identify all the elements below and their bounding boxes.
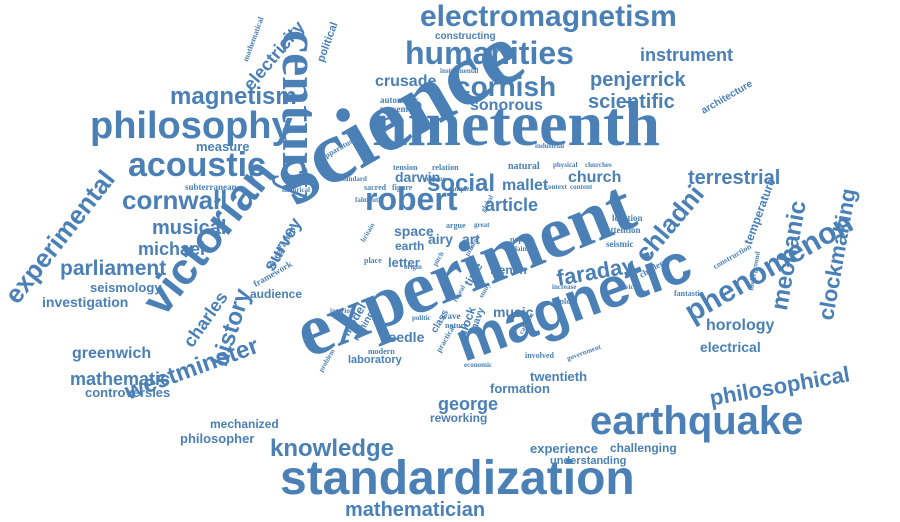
word-industrial: industrial — [535, 142, 565, 150]
word-pope: pope — [510, 235, 527, 244]
word-needle: needle — [380, 329, 425, 345]
word-constructing: constructing — [435, 31, 496, 42]
word-earthquake: earthquake — [590, 399, 804, 443]
word-scheme: scheme — [424, 175, 446, 183]
word-michael: michael — [138, 239, 206, 259]
word-musical: musical — [152, 217, 227, 239]
word-letter: letter — [388, 255, 420, 270]
word-context: context — [545, 183, 567, 191]
word-standard: standard — [340, 175, 367, 183]
word-involved: involved — [525, 351, 554, 360]
word-reworking: reworking — [430, 411, 488, 425]
word-wave: wave — [441, 311, 461, 321]
word-investigation: investigation — [42, 294, 129, 310]
word-place: place — [364, 256, 382, 265]
word-government: government — [565, 342, 603, 363]
word-article: article — [485, 195, 539, 215]
word-relation: relation — [432, 163, 459, 172]
word-robert: robert — [365, 181, 458, 217]
word-terrestrial: terrestrial — [688, 167, 781, 189]
word-economic: economic — [464, 361, 492, 369]
word-acoustic: acoustic — [128, 146, 266, 184]
word-church: church — [568, 169, 622, 186]
word-location: location — [612, 213, 643, 223]
word-movement: movement — [380, 104, 420, 114]
word-space: space — [394, 223, 434, 239]
word-magnetism: magnetism — [170, 83, 297, 110]
word-seismic: seismic — [606, 239, 634, 249]
word-subterranean: subterranean — [185, 182, 237, 192]
word-music: music — [493, 304, 534, 320]
word-art: art — [462, 231, 480, 247]
word-mathematician: mathematician — [345, 499, 486, 521]
word-churches: churches — [585, 161, 612, 169]
word-formation: formation — [490, 381, 550, 396]
word-horology: horology — [706, 317, 775, 334]
word-electrical: electrical — [700, 339, 761, 355]
word-philosopher: philosopher — [180, 431, 255, 446]
word-mechanized: mechanized — [210, 417, 279, 431]
word-airy: airy — [428, 231, 453, 247]
word-twentieth: twentieth — [530, 369, 588, 384]
word-challenging: challenging — [610, 441, 677, 455]
word-historical: historical — [282, 186, 310, 194]
word-content: content — [570, 183, 593, 191]
word-architecture: architecture — [699, 78, 755, 117]
word-natural: natural — [508, 161, 540, 172]
word-understanding: understanding — [550, 455, 627, 467]
word-clay: clay — [462, 243, 475, 251]
word-cornish: cornish — [455, 71, 557, 102]
word-knowledge: knowledge — [270, 435, 395, 462]
word-argue: argue — [446, 221, 466, 230]
word-george: george — [438, 394, 499, 414]
word-cornwall: cornwall — [122, 185, 228, 215]
word-politic: politic — [412, 314, 431, 322]
word-parliament: parliament — [60, 257, 167, 280]
word-controversies: controversies — [85, 385, 171, 400]
word-laboratory: laboratory — [348, 354, 402, 366]
word-social: social — [427, 170, 496, 197]
word-sacred: sacred — [364, 183, 387, 192]
word-french: french — [490, 263, 527, 277]
word-falmouth: falmouth — [355, 196, 383, 204]
word-physical: physical — [553, 161, 578, 169]
word-crusade: crusade — [375, 73, 437, 90]
word-britain: britain — [359, 221, 377, 244]
word-earth: earth — [395, 239, 425, 253]
word-sonorous: sonorous — [470, 97, 543, 114]
word-philosophy: philosophy — [90, 105, 293, 147]
word-darwin: darwin — [395, 169, 441, 185]
word-origin: origin — [404, 263, 422, 271]
word-mathematic: mathematic — [70, 369, 171, 389]
word-electromagnetism: electromagnetism — [420, 0, 677, 33]
word-device: device — [618, 283, 637, 291]
word-audience: audience — [250, 287, 303, 301]
word-complex: complex — [448, 185, 473, 193]
word-greenwich: greenwich — [72, 345, 152, 362]
word-tension: tension — [393, 163, 418, 172]
word-experience: experience — [530, 441, 598, 456]
word-humanities: humanities — [405, 35, 574, 71]
word-fantastic: fantastic — [674, 289, 704, 298]
word-increase: increase — [552, 283, 577, 291]
word-figure: figure — [392, 183, 413, 192]
word-explore: explore — [552, 297, 578, 306]
word-mallet: mallet — [502, 177, 549, 194]
word-modern: modern — [368, 347, 395, 356]
word-standardization: standardization — [280, 452, 635, 505]
word-instrument: instrument — [640, 45, 734, 65]
word-interior: interior — [330, 307, 353, 315]
word-penjerrick: penjerrick — [590, 69, 686, 91]
word-instrumental: instrumental — [440, 67, 479, 75]
word-seismology: seismology — [90, 280, 162, 295]
word-automatic: automatic — [380, 95, 419, 105]
word-attention: attention — [606, 225, 641, 235]
word-great: great — [474, 221, 490, 229]
word-measure: measure — [196, 139, 250, 154]
word-nature: nature — [445, 321, 468, 330]
word-nineteenth: nineteenth — [372, 88, 660, 159]
word-claim: claim — [512, 245, 529, 253]
word-scientific: scientific — [588, 91, 675, 113]
